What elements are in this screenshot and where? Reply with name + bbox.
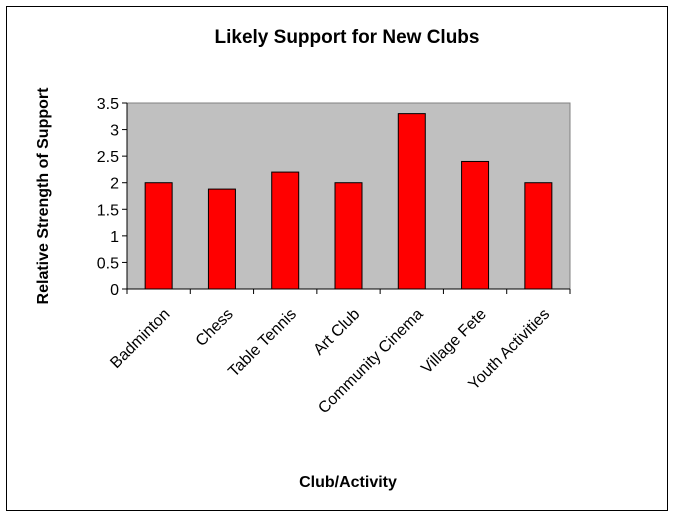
x-category-label: Table Tennis — [225, 306, 300, 381]
x-category-label: Chess — [193, 306, 237, 350]
y-tick-label: 1 — [110, 229, 119, 246]
bar-table-tennis — [271, 171, 300, 290]
x-category-label: Art Club — [310, 306, 363, 359]
bar-community-cinema — [397, 113, 426, 290]
y-tick-label: 0.5 — [97, 255, 119, 272]
y-tick-label: 2 — [110, 176, 119, 193]
y-ticks-group: 0 0.5 1 1.5 2 2.5 3 3.5 — [97, 96, 127, 299]
bar-village-fete — [461, 160, 490, 290]
y-tick-label: 1.5 — [97, 202, 119, 219]
bar-youth-activities — [524, 182, 553, 290]
bars-group — [144, 113, 553, 290]
x-category-label: Community Cinema — [315, 306, 426, 417]
bar-badminton — [144, 182, 173, 290]
bar-art-club — [334, 182, 363, 290]
bar-chess — [207, 188, 236, 290]
y-tick-label: 3.5 — [97, 96, 119, 113]
x-axis-title: Club/Activity — [299, 474, 397, 491]
chart-title: Likely Support for New Clubs — [215, 27, 480, 48]
x-category-label: Badminton — [107, 306, 173, 372]
y-tick-label: 0 — [110, 282, 119, 299]
y-tick-label: 2.5 — [97, 149, 119, 166]
y-axis-title: Relative Strength of Support — [35, 87, 52, 305]
y-tick-label: 3 — [110, 123, 119, 140]
axes-group — [126, 103, 570, 290]
